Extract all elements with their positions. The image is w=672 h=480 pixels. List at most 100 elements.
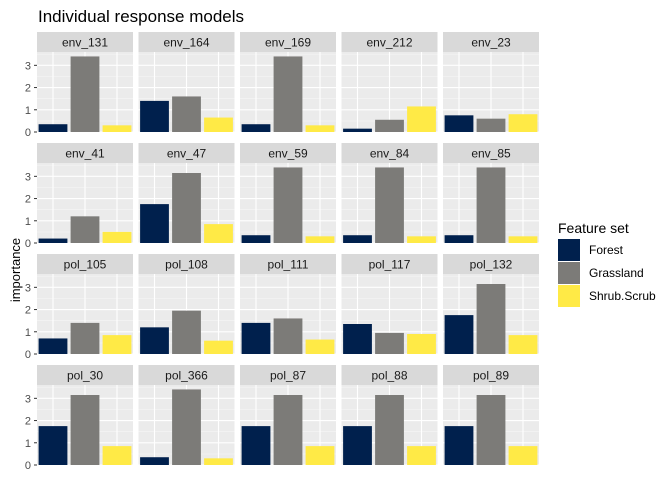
facet-panel: env_85 (443, 143, 539, 244)
bar-grassland (70, 216, 100, 243)
facet-panel: env_84 (341, 143, 438, 244)
y-tick-label: 2 (25, 416, 31, 428)
legend-items: Forest Grassland Shrub.Scrub (558, 239, 656, 307)
facet-strip (240, 32, 336, 52)
facet-label: env_23 (471, 36, 511, 50)
facet-panel: pol_89 (443, 365, 539, 466)
facet-strip (138, 365, 235, 385)
facet-panel: pol_88 (341, 365, 438, 466)
y-tick-label: 1 (25, 327, 31, 339)
facet-strip (443, 365, 539, 385)
facet-label: pol_108 (165, 258, 208, 272)
facet-strip (37, 32, 133, 52)
facet-label: pol_366 (165, 369, 208, 383)
facet-panel: pol_105 0 1 2 3 (25, 254, 133, 361)
bar-shrub-scrub (305, 446, 335, 465)
legend-title: Feature set (558, 220, 629, 236)
bar-grassland (273, 167, 303, 243)
bar-shrub-scrub (102, 335, 132, 354)
bar-shrub-scrub (508, 114, 538, 132)
y-tick-label: 1 (25, 438, 31, 450)
bar-grassland (172, 173, 201, 243)
bar-grassland (476, 118, 506, 132)
chart-title: Individual response models (38, 7, 244, 26)
bar-forest (140, 100, 169, 132)
legend-item: Forest (558, 239, 624, 261)
facet-label: env_212 (366, 36, 412, 50)
legend-item: Grassland (558, 262, 644, 284)
facet-label: env_169 (265, 36, 311, 50)
bar-shrub-scrub (508, 446, 538, 465)
y-axis-title: importance (8, 238, 23, 302)
bar-forest (140, 457, 169, 465)
facet-panel: env_59 (240, 143, 336, 244)
facet-strip (138, 254, 235, 274)
y-tick-label: 0 (25, 127, 31, 139)
facet-strip (341, 365, 438, 385)
facet-label: pol_88 (371, 369, 407, 383)
bar-forest (140, 327, 169, 354)
bar-forest (241, 426, 271, 465)
facet-panel: pol_108 (138, 254, 235, 355)
facet-label: pol_89 (473, 369, 509, 383)
facet-panel: env_23 (443, 32, 539, 133)
bar-shrub-scrub (305, 125, 335, 132)
facet-label: pol_117 (369, 258, 411, 272)
facet-strip (240, 365, 336, 385)
facet-panel: env_131 0 1 2 3 (25, 32, 133, 139)
bar-grassland (476, 395, 506, 465)
y-tick-label: 0 (25, 238, 31, 250)
facet-strip (37, 143, 133, 163)
bar-forest (38, 124, 68, 132)
bar-shrub-scrub (102, 125, 132, 132)
bar-forest (444, 115, 474, 132)
bar-shrub-scrub (204, 224, 233, 243)
bar-forest (444, 315, 474, 354)
facet-panel: env_164 (138, 32, 235, 133)
facet-panel: env_47 (138, 143, 235, 244)
bar-forest (343, 128, 372, 132)
bar-shrub-scrub (508, 335, 538, 354)
facet-panel: pol_87 (240, 365, 336, 466)
facet-panel: env_212 (341, 32, 438, 133)
facet-label: pol_105 (64, 258, 107, 272)
facet-panel: pol_132 (443, 254, 539, 355)
legend-swatch (558, 239, 580, 261)
bar-shrub-scrub (102, 231, 132, 243)
y-tick-label: 2 (25, 305, 31, 317)
legend-label: Grassland (589, 266, 644, 280)
bar-shrub-scrub (204, 340, 233, 354)
bar-grassland (375, 167, 404, 243)
facet-label: env_84 (370, 147, 410, 161)
y-tick-label: 3 (25, 393, 31, 405)
facet-strip (138, 143, 235, 163)
legend: Feature set Forest Grassland Shrub.Scrub (558, 220, 656, 307)
bar-grassland (375, 332, 404, 354)
bar-grassland (273, 395, 303, 465)
bar-grassland (476, 167, 506, 243)
bar-forest (444, 235, 474, 243)
bar-grassland (172, 310, 201, 354)
facet-label: env_85 (471, 147, 511, 161)
facet-panel: env_41 0 1 2 3 (25, 143, 133, 250)
facet-label: env_41 (65, 147, 105, 161)
y-tick-label: 3 (25, 171, 31, 183)
facet-panel: pol_366 (138, 365, 235, 466)
facet-strip (443, 143, 539, 163)
bar-shrub-scrub (407, 236, 436, 243)
bar-forest (241, 322, 271, 354)
bar-grassland (70, 322, 100, 354)
legend-item: Shrub.Scrub (558, 285, 656, 307)
bar-forest (444, 426, 474, 465)
facet-panel: pol_30 0 1 2 3 (25, 365, 133, 472)
bar-grassland (273, 56, 303, 132)
bar-grassland (172, 96, 201, 132)
bar-forest (38, 238, 68, 243)
facet-label: pol_111 (268, 258, 309, 272)
bar-grassland (70, 395, 100, 465)
bar-forest (140, 204, 169, 243)
y-tick-label: 0 (25, 460, 31, 472)
facet-strip (37, 254, 133, 274)
bar-shrub-scrub (407, 334, 436, 354)
